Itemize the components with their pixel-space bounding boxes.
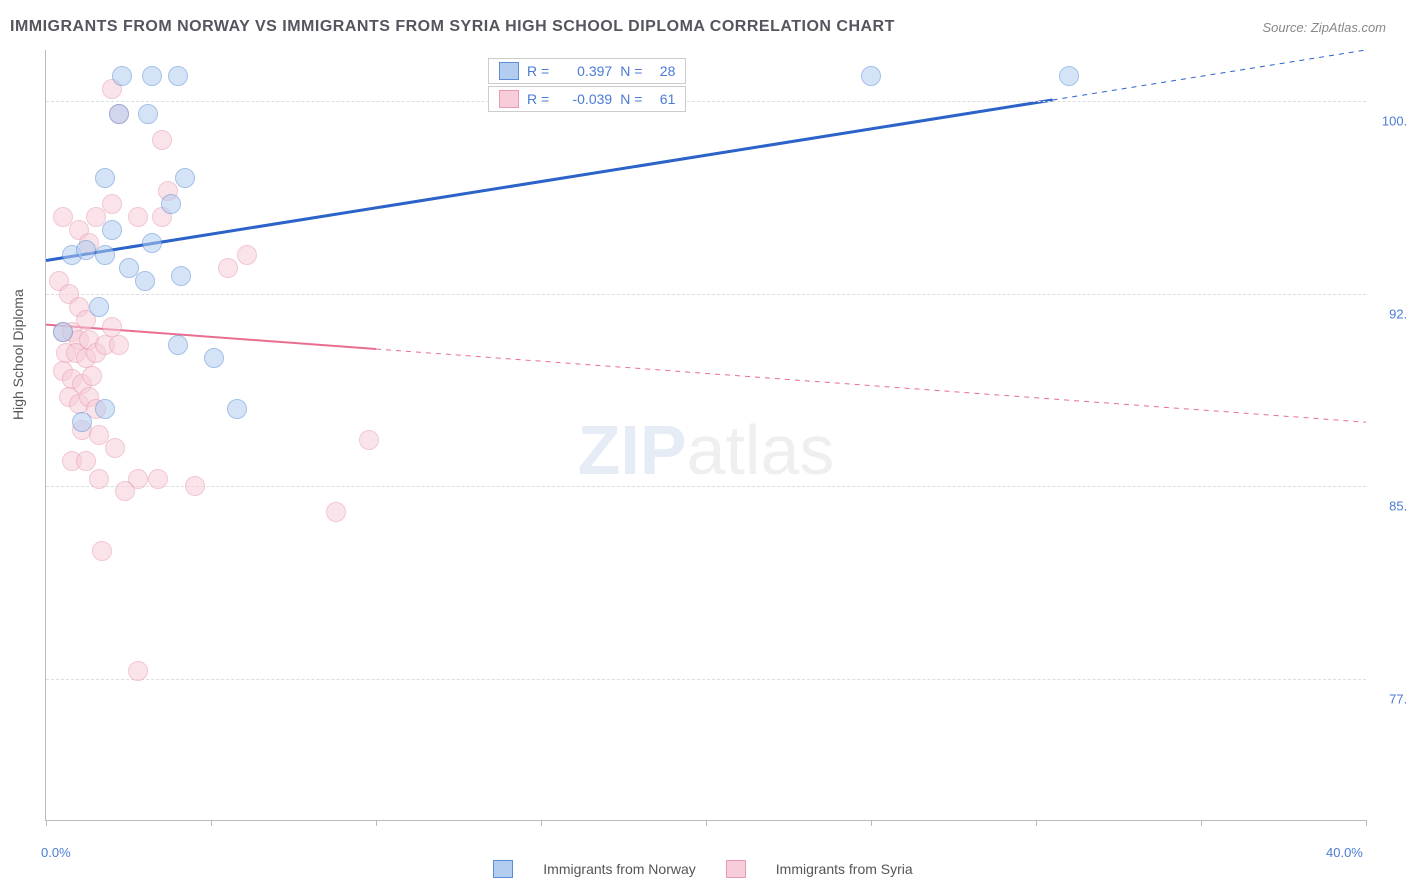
xtick-mark — [1036, 820, 1037, 826]
swatch-pink — [499, 90, 519, 108]
data-point — [326, 502, 346, 522]
xtick-label: 40.0% — [1326, 845, 1363, 860]
swatch-blue — [499, 62, 519, 80]
gridline — [46, 679, 1366, 680]
ytick-label: 92.5% — [1371, 306, 1406, 321]
data-point — [138, 104, 158, 124]
watermark-zip: ZIP — [578, 411, 687, 489]
data-point — [237, 245, 257, 265]
r-value-syria: -0.039 — [557, 91, 612, 107]
ytick-label: 77.5% — [1371, 691, 1406, 706]
data-point — [112, 66, 132, 86]
data-point — [128, 207, 148, 227]
xtick-mark — [541, 820, 542, 826]
data-point — [168, 335, 188, 355]
data-point — [95, 245, 115, 265]
xtick-mark — [1201, 820, 1202, 826]
n-label: N = — [620, 91, 642, 107]
data-point — [92, 541, 112, 561]
r-label: R = — [527, 91, 549, 107]
r-value-norway: 0.397 — [557, 63, 612, 79]
data-point — [218, 258, 238, 278]
bottom-legend: Immigrants from Norway Immigrants from S… — [0, 860, 1406, 878]
data-point — [185, 476, 205, 496]
legend-swatch-norway — [493, 860, 513, 878]
chart-title: IMMIGRANTS FROM NORWAY VS IMMIGRANTS FRO… — [10, 18, 895, 36]
data-point — [109, 335, 129, 355]
correlation-box-syria: R = -0.039 N = 61 — [488, 86, 686, 112]
data-point — [82, 366, 102, 386]
xtick-mark — [706, 820, 707, 826]
xtick-mark — [46, 820, 47, 826]
data-point — [142, 233, 162, 253]
data-point — [359, 430, 379, 450]
data-point — [142, 66, 162, 86]
data-point — [861, 66, 881, 86]
legend-label-norway: Immigrants from Norway — [543, 861, 695, 877]
xtick-mark — [1366, 820, 1367, 826]
data-point — [102, 194, 122, 214]
ytick-label: 100.0% — [1371, 114, 1406, 129]
data-point — [95, 168, 115, 188]
n-value-syria: 61 — [650, 91, 675, 107]
regression-lines — [46, 50, 1366, 820]
data-point — [105, 438, 125, 458]
xtick-mark — [376, 820, 377, 826]
n-value-norway: 28 — [650, 63, 675, 79]
legend-swatch-syria — [726, 860, 746, 878]
data-point — [109, 104, 129, 124]
data-point — [95, 399, 115, 419]
data-point — [102, 220, 122, 240]
data-point — [128, 661, 148, 681]
source-attribution: Source: ZipAtlas.com — [1262, 20, 1386, 35]
data-point — [115, 481, 135, 501]
data-point — [148, 469, 168, 489]
data-point — [76, 451, 96, 471]
gridline — [46, 486, 1366, 487]
watermark-atlas: atlas — [687, 411, 835, 489]
data-point — [76, 240, 96, 260]
ytick-label: 85.0% — [1371, 499, 1406, 514]
correlation-box-norway: R = 0.397 N = 28 — [488, 58, 686, 84]
data-point — [1059, 66, 1079, 86]
data-point — [227, 399, 247, 419]
r-label: R = — [527, 63, 549, 79]
xtick-mark — [211, 820, 212, 826]
watermark: ZIPatlas — [578, 410, 835, 490]
data-point — [53, 322, 73, 342]
data-point — [89, 469, 109, 489]
xtick-label: 0.0% — [41, 845, 71, 860]
gridline — [46, 101, 1366, 102]
data-point — [102, 317, 122, 337]
xtick-mark — [871, 820, 872, 826]
data-point — [168, 66, 188, 86]
data-point — [175, 168, 195, 188]
data-point — [72, 412, 92, 432]
data-point — [204, 348, 224, 368]
data-point — [89, 297, 109, 317]
data-point — [171, 266, 191, 286]
title-bar: IMMIGRANTS FROM NORWAY VS IMMIGRANTS FRO… — [10, 18, 1386, 36]
y-axis-label: High School Diploma — [10, 289, 26, 420]
n-label: N = — [620, 63, 642, 79]
gridline — [46, 294, 1366, 295]
legend-label-syria: Immigrants from Syria — [776, 861, 913, 877]
data-point — [152, 130, 172, 150]
plot-area: ZIPatlas 77.5%85.0%92.5%100.0%0.0%40.0% — [45, 50, 1366, 821]
data-point — [161, 194, 181, 214]
data-point — [135, 271, 155, 291]
